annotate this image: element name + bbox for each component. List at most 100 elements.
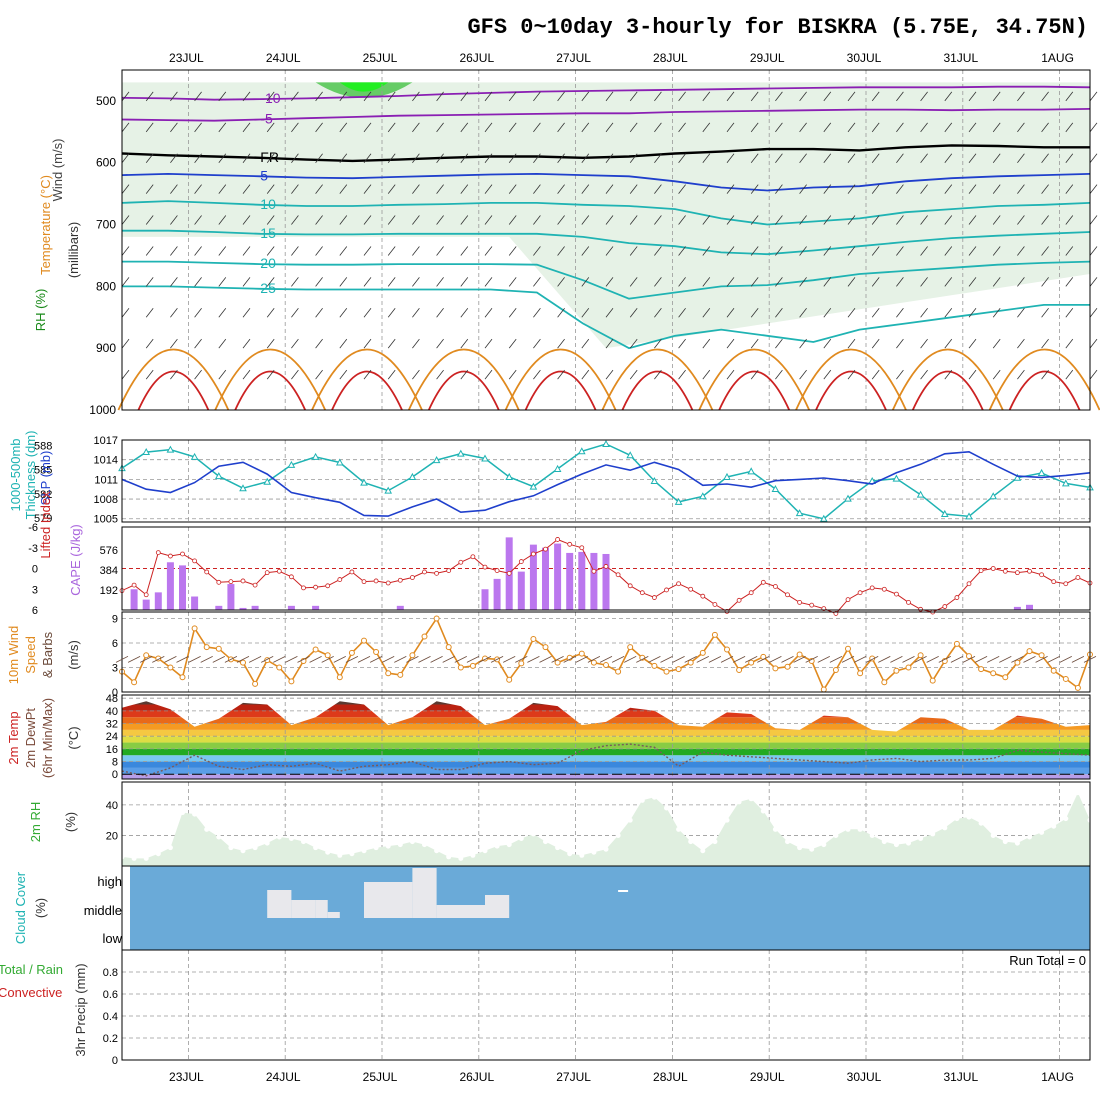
series-point <box>434 848 440 854</box>
temperature-band <box>122 755 1090 762</box>
lifted-index-point <box>337 577 343 582</box>
wind-barb <box>363 122 372 133</box>
wind-barb <box>702 246 711 256</box>
surface-wind-barb <box>841 655 855 663</box>
wind-barb <box>218 184 227 194</box>
lifted-index-point <box>797 599 802 605</box>
pressure-tick: 600 <box>96 156 116 170</box>
lifted-index-point <box>954 595 960 600</box>
wind-barb <box>750 308 759 318</box>
surface-wind-barb <box>1083 655 1097 663</box>
contour-label: 20 <box>260 255 276 271</box>
wind-barb <box>170 308 178 318</box>
series-point <box>446 854 452 860</box>
wind-barb <box>557 277 565 287</box>
wind-barb <box>508 153 517 163</box>
wind-barb <box>896 277 904 287</box>
wind-barb <box>1041 338 1049 349</box>
series-point <box>422 842 427 848</box>
wind-barb <box>581 277 590 287</box>
axis-unit-rh: (%) <box>63 812 78 832</box>
wind-barb <box>847 122 856 133</box>
surface-wind-barb <box>551 655 564 663</box>
wind-barb <box>871 122 880 133</box>
wind-barb <box>775 91 783 102</box>
series-point <box>313 845 319 851</box>
series-point <box>820 686 827 693</box>
series-point <box>772 826 778 832</box>
surface-wind-barb <box>297 655 310 663</box>
temperature-band <box>122 704 1090 711</box>
surface-wind-barb <box>406 655 419 663</box>
surface-wind-barb <box>285 655 298 663</box>
series-point <box>603 846 609 852</box>
wind-barb <box>460 308 469 318</box>
wind-barb <box>533 277 541 287</box>
series-point <box>651 794 657 800</box>
wind-barb <box>508 215 517 225</box>
wind-barb <box>242 369 251 380</box>
thickness-point <box>214 472 223 480</box>
wind-barb <box>194 153 202 163</box>
wind-barb <box>363 369 372 380</box>
surface-wind-barb <box>914 655 927 663</box>
thickness-tick: 585 <box>34 465 52 477</box>
wind-barb <box>678 246 686 256</box>
series-point <box>724 646 730 653</box>
wind-barb <box>654 184 662 194</box>
surface-wind-barb <box>660 655 673 663</box>
wind-barb <box>823 184 832 194</box>
wind-barb <box>484 122 493 133</box>
lifted-index-point <box>446 568 452 573</box>
cape-bar <box>542 547 549 610</box>
wind-barb <box>412 122 420 133</box>
wind-barb <box>726 153 735 163</box>
wind-barb <box>533 369 541 380</box>
temperature-contour <box>121 172 1091 192</box>
series-point <box>953 640 960 647</box>
low-level-temperature-arc <box>795 348 907 411</box>
series-point <box>288 678 295 685</box>
wind-barb <box>387 369 396 380</box>
wind-barb <box>944 338 953 349</box>
series-point <box>615 668 622 675</box>
wind-barb <box>1089 184 1098 194</box>
series-point <box>978 820 984 826</box>
series-point <box>857 826 863 832</box>
thickness-point <box>1061 479 1070 487</box>
wind-barb <box>799 91 807 102</box>
surface-wind-barb <box>611 655 625 663</box>
wind-barb <box>315 184 323 194</box>
axis-title-wind-speed: 10m Wind <box>6 626 21 685</box>
lifted-index-point <box>652 595 657 600</box>
surface-wind-barb <box>1047 655 1060 663</box>
axis-title-barbs: & Barbs <box>40 631 55 678</box>
wind-barb <box>460 338 469 349</box>
cape-bar <box>287 605 295 610</box>
lifted-index-point <box>349 569 355 575</box>
wind-barb <box>121 338 130 349</box>
thickness-point <box>335 458 344 466</box>
low-level-temperature-arc <box>988 348 1100 411</box>
wind-barb <box>799 215 807 225</box>
wind-barb <box>581 369 590 380</box>
wind-barb <box>702 184 711 194</box>
surface-wind-barb <box>152 655 165 663</box>
thickness-point <box>723 472 731 480</box>
series-point <box>506 676 513 683</box>
lifted-index-point <box>494 568 500 573</box>
thickness-point <box>360 478 368 486</box>
dewpoint-line <box>121 743 1091 777</box>
surface-wind-barb <box>999 655 1012 663</box>
wind-barb <box>533 308 541 318</box>
wind-barb <box>218 153 227 163</box>
wind-barb <box>508 91 517 102</box>
wind-barb <box>121 308 130 318</box>
series-point <box>929 677 936 684</box>
wind-barb <box>896 184 904 194</box>
wind-barb <box>266 338 275 349</box>
wind-barb <box>944 246 953 256</box>
low-level-temperature-arc <box>621 370 694 411</box>
precip-tick: 0.4 <box>103 1011 118 1023</box>
wind-barb <box>992 184 1001 194</box>
